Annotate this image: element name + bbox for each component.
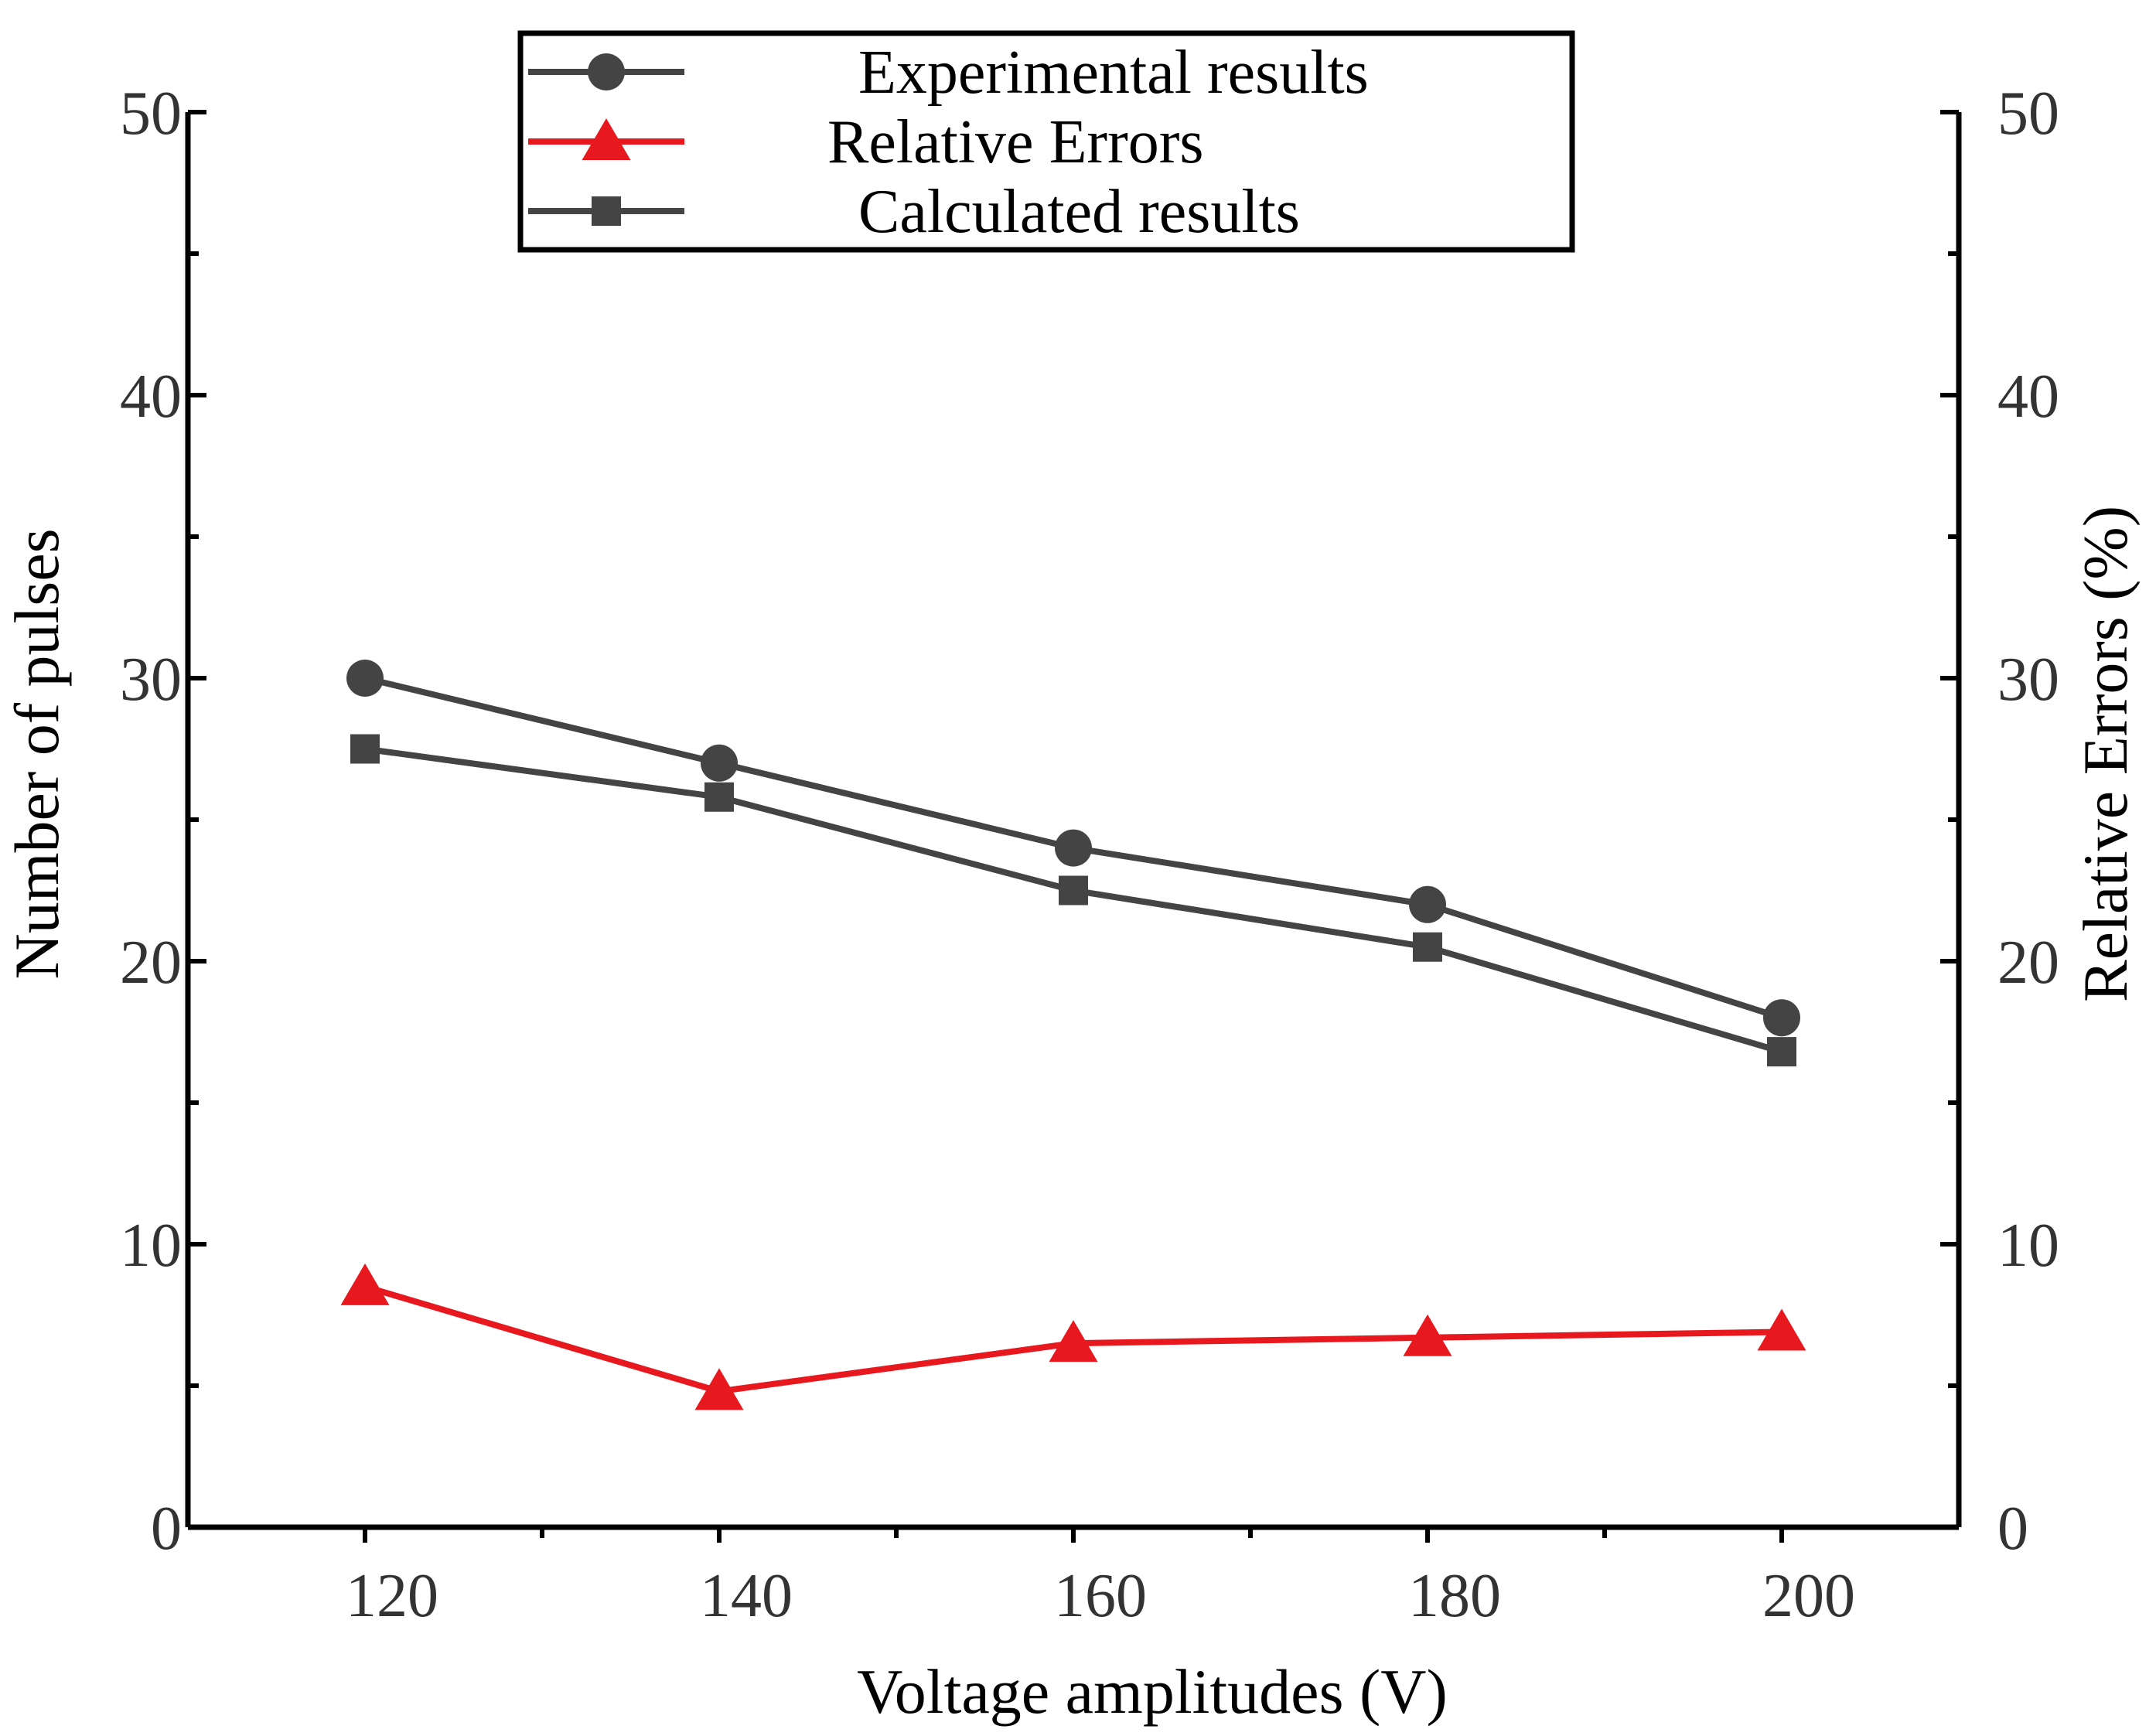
legend-item: Relative Errors bbox=[528, 108, 1203, 176]
y-tick-label: 0 bbox=[151, 1495, 182, 1563]
data-point bbox=[340, 1263, 390, 1305]
data-point bbox=[1409, 885, 1446, 923]
x-tick-label: 160 bbox=[1054, 1562, 1147, 1630]
legend-item: Experimental results bbox=[528, 39, 1369, 107]
y2-tick-label: 40 bbox=[1997, 363, 2059, 431]
legend-marker bbox=[582, 118, 631, 160]
y2-tick-label: 0 bbox=[1997, 1495, 2028, 1563]
legend-marker bbox=[588, 53, 625, 90]
data-point bbox=[350, 734, 380, 764]
y2-tick-label: 50 bbox=[1997, 80, 2059, 148]
y2-axis-title: Relative Errors (%) bbox=[2070, 506, 2141, 1002]
y2-tick-label: 20 bbox=[1997, 929, 2059, 997]
data-point bbox=[1055, 829, 1092, 867]
data-point bbox=[1767, 1037, 1796, 1067]
data-point bbox=[1763, 999, 1800, 1037]
data-point bbox=[1059, 875, 1088, 906]
x-axis-title: Voltage amplitudes (V) bbox=[857, 1656, 1448, 1727]
y-tick-label: 20 bbox=[120, 929, 182, 997]
y-tick-label: 50 bbox=[120, 80, 182, 148]
legend-label: Relative Errors bbox=[827, 108, 1203, 176]
series-circle bbox=[346, 660, 1800, 1037]
y2-tick-label: 30 bbox=[1997, 646, 2059, 714]
legend-label: Experimental results bbox=[858, 39, 1369, 107]
y-axis-title: Number of pulses bbox=[2, 528, 72, 979]
legend-label: Calculated results bbox=[858, 178, 1300, 246]
data-point bbox=[1757, 1308, 1806, 1351]
axes-group: 0 10 20 30 40 50 0 10 20 30 40 50 120 140 160 180 200 bbox=[120, 80, 2059, 1630]
y-tick-label: 10 bbox=[120, 1212, 182, 1280]
data-point bbox=[1403, 1314, 1452, 1356]
data-point bbox=[694, 1368, 744, 1410]
y-tick-label: 30 bbox=[120, 646, 182, 714]
series-square bbox=[350, 734, 1796, 1067]
legend-marker bbox=[592, 196, 621, 226]
x-tick-label: 180 bbox=[1408, 1562, 1501, 1630]
x-tick-label: 120 bbox=[346, 1562, 438, 1630]
data-point bbox=[1413, 932, 1442, 962]
x-tick-label: 140 bbox=[700, 1562, 793, 1630]
series-triangle bbox=[340, 1263, 1806, 1410]
legend-item: Calculated results bbox=[528, 178, 1300, 246]
y-tick-label: 40 bbox=[120, 363, 182, 431]
data-point bbox=[346, 660, 384, 697]
y2-tick-label: 10 bbox=[1997, 1212, 2059, 1280]
data-point bbox=[1049, 1320, 1098, 1363]
x-tick-label: 200 bbox=[1762, 1562, 1855, 1630]
legend-box bbox=[517, 30, 1575, 253]
data-point bbox=[704, 782, 734, 812]
data-point bbox=[701, 744, 738, 782]
series-group bbox=[340, 660, 1806, 1410]
